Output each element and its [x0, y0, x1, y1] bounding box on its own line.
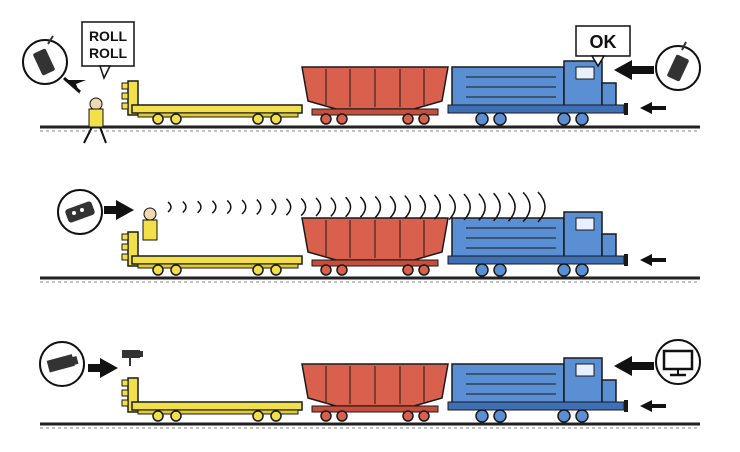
scene-bottom — [39, 339, 701, 429]
radio-wave-arc — [463, 193, 471, 221]
monitor-icon — [655, 339, 701, 385]
flatcar — [121, 377, 303, 422]
bubble-ok-text: OK — [590, 32, 617, 52]
camera-icon — [39, 341, 85, 387]
remote-control-icon — [57, 189, 103, 235]
radio-wave-arc — [478, 193, 486, 221]
flatcar — [121, 80, 303, 125]
buffer-arrow — [640, 400, 666, 412]
radio-wave-arc — [359, 196, 367, 218]
radio-wave-arc — [522, 191, 531, 223]
arrow-right — [88, 358, 118, 378]
railway-worker — [142, 207, 158, 241]
radio-wave-arc — [330, 197, 337, 217]
radio-wave-arc — [389, 195, 397, 219]
radio-wave-arc — [285, 198, 292, 216]
radio-wave-arc — [345, 196, 352, 218]
railway-worker — [83, 97, 107, 144]
radio-wave-arc — [419, 194, 427, 220]
speech-bubble-roll: ROLL ROLL — [81, 21, 135, 80]
radio-wave-arc — [300, 197, 307, 217]
mounted-camera — [122, 350, 143, 366]
radio-wave-arc — [404, 195, 412, 219]
radio-wave-arc — [241, 199, 247, 215]
radio-wave-arc — [271, 198, 277, 216]
radio-wave-arc — [197, 200, 202, 214]
radio-wave-arc — [493, 192, 501, 222]
bubble-line-2: ROLL — [89, 45, 128, 61]
locomotive — [447, 60, 629, 126]
buffer-arrow — [640, 254, 666, 266]
hopper-wagon — [301, 363, 449, 422]
radio-waves — [167, 191, 546, 223]
bubble-line-1: ROLL — [89, 28, 128, 44]
radio-wave-arc — [226, 199, 232, 215]
scene-middle — [40, 189, 700, 283]
arrow-left — [614, 356, 654, 376]
radio-wave-arc — [167, 201, 172, 213]
hopper-wagon — [301, 66, 449, 125]
radio-wave-arc — [211, 200, 217, 214]
radio-wave-arc — [433, 194, 442, 220]
arrow-left — [614, 60, 654, 80]
radio-wave-arc — [182, 201, 187, 213]
radio-wave-arc — [507, 192, 516, 222]
hopper-wagon — [301, 217, 449, 276]
arrow-right — [104, 200, 134, 220]
radio-wave-arc — [537, 191, 546, 223]
buffer-arrow — [640, 102, 666, 114]
walkie-talkie-icon — [655, 41, 701, 91]
walkie-talkie-icon — [22, 35, 68, 85]
radio-wave-arc — [315, 197, 322, 217]
scene-top: ROLL ROLL OK — [22, 21, 701, 144]
locomotive — [447, 357, 629, 423]
radio-wave-arc — [374, 195, 382, 219]
radio-wave-arc — [448, 193, 456, 221]
radio-wave-arc — [256, 199, 262, 215]
speech-bubble-ok: OK — [575, 25, 631, 68]
